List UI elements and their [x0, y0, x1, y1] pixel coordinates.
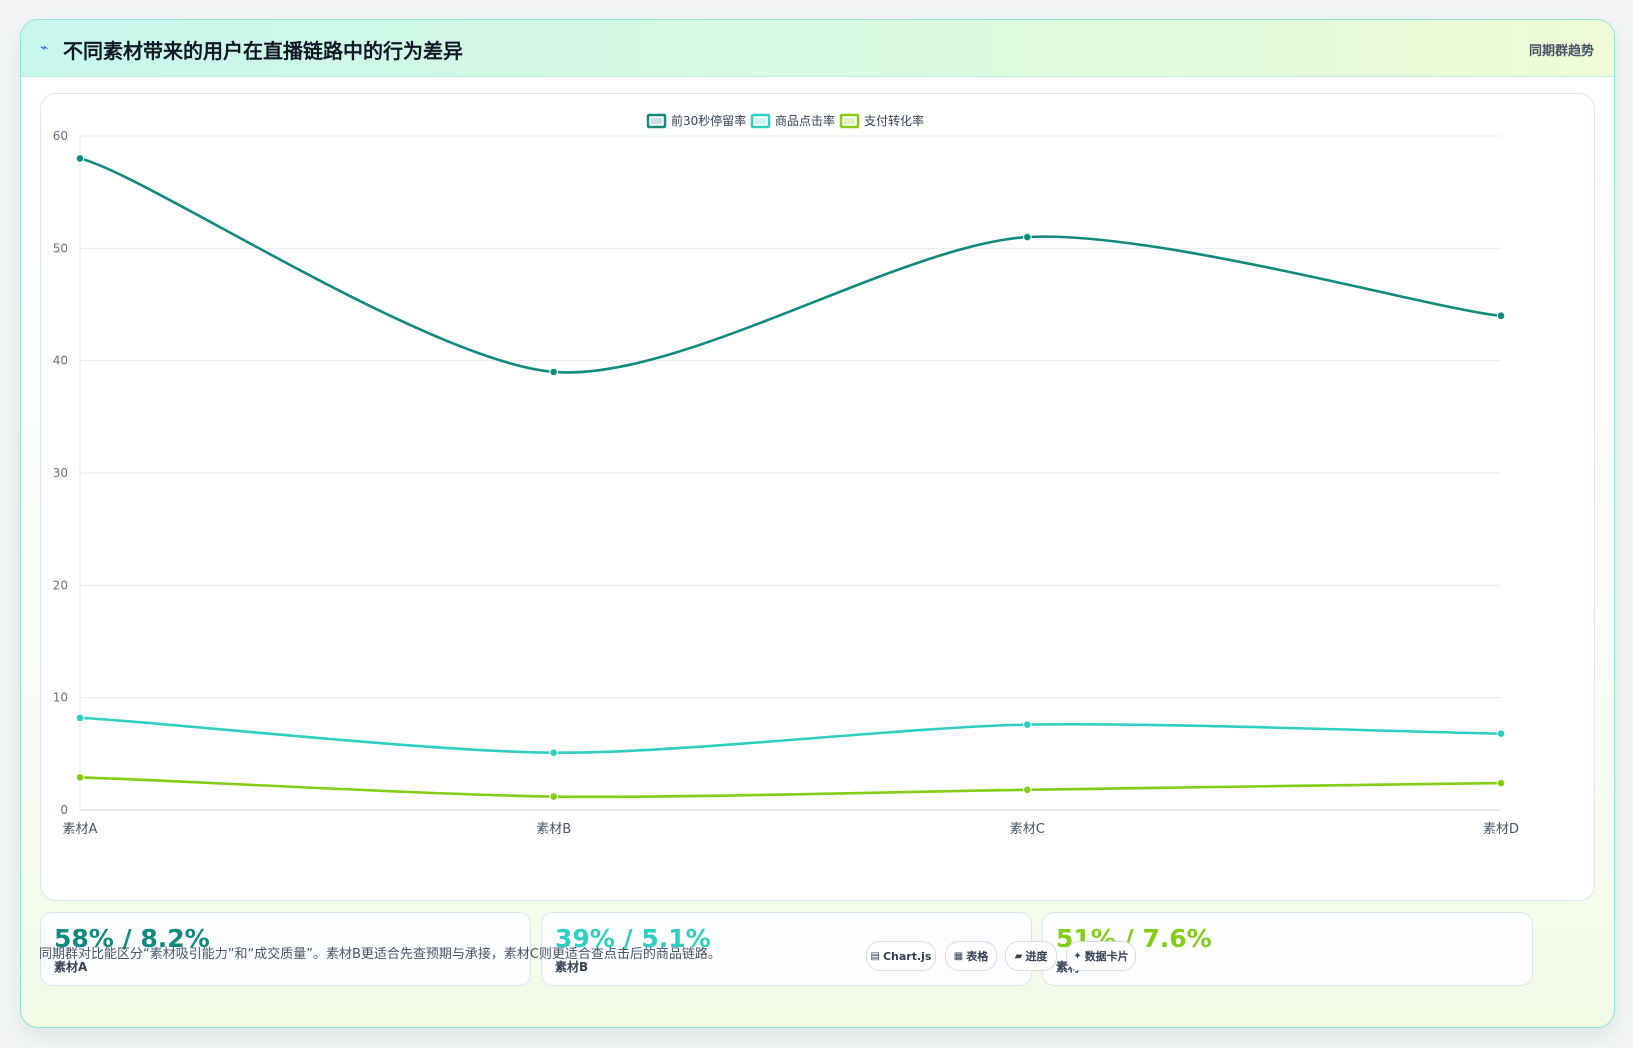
data-point: [1496, 729, 1506, 738]
pill-label: 表格: [966, 950, 989, 963]
series-line-0: [79, 157, 1502, 374]
sparkle-icon: ✦: [1073, 950, 1082, 962]
x-tick-label: 素材B: [536, 822, 571, 837]
y-tick-label: 40: [53, 354, 68, 368]
progress-pill[interactable]: ▰ 进度: [1005, 941, 1057, 971]
line-chart: 0 10 20 30 40 50 60 素材A 素材B 素材C 素材D 前30秒停留率 商品点击率 支付转…: [53, 113, 1519, 837]
table-pill[interactable]: ▦ 表格: [945, 941, 997, 971]
footer-note: 同期群对比能区分“素材吸引能力”和“成交质量”。素材B更适合先查预期与承接，素材…: [39, 947, 721, 962]
stat-value: 39% / 5.1%: [555, 924, 711, 953]
data-point: [1023, 785, 1032, 795]
x-tick-label: 素材D: [1483, 822, 1519, 837]
data-card-pill[interactable]: ✦ 数据卡片: [1066, 941, 1136, 971]
stat-value: 58% / 8.2%: [54, 924, 210, 953]
x-tick-label: 素材C: [1010, 822, 1045, 837]
series-line-2: [79, 776, 1502, 799]
data-point: [1496, 311, 1506, 321]
data-point: [549, 792, 558, 801]
stat-label: 素材A: [54, 960, 88, 974]
chart-icon: ▤: [870, 950, 880, 962]
table-icon: ▦: [953, 950, 964, 962]
legend-label: 前30秒停留率: [671, 113, 746, 128]
legend-swatch-fill: [844, 118, 855, 124]
legend-item: 前30秒停留率: [646, 113, 746, 129]
series-line-1: [79, 716, 1502, 755]
stat-card-a: 58% / 8.2% 素材A: [40, 912, 531, 986]
y-tick-label: 20: [53, 578, 68, 592]
y-tick-label: 10: [53, 691, 68, 705]
data-point: [75, 713, 85, 723]
header-subtitle: 同期群趋势: [1528, 44, 1594, 59]
pill-label: 进度: [1025, 950, 1048, 963]
legend-label: 商品点击率: [775, 113, 835, 128]
pill-label: Chart.js: [882, 949, 932, 963]
legend-swatch-fill: [755, 118, 766, 124]
legend-item: 支付转化率: [839, 113, 924, 129]
y-tick-label: 50: [53, 241, 68, 255]
data-point: [75, 154, 85, 163]
y-tick-label: 30: [53, 466, 68, 480]
progress-icon: ▰: [1014, 950, 1023, 962]
data-point: [1023, 720, 1032, 729]
data-point: [1496, 778, 1506, 788]
y-tick-label: 0: [60, 803, 68, 817]
legend-swatch: [750, 113, 771, 129]
y-tick-label: 60: [53, 129, 68, 143]
legend-item: 商品点击率: [750, 113, 835, 129]
data-point: [75, 773, 85, 782]
stat-label: 素材B: [555, 960, 589, 974]
chart-panel: 0 10 20 30 40 50 60 素材A 素材B 素材C 素材D 前30秒停留率 商品点击率 支付转…: [40, 93, 1595, 901]
data-point: [549, 748, 558, 758]
data-point: [1023, 232, 1032, 242]
card-header: ⌁ 不同素材带来的用户在直播链路中的行为差异 同期群趋势: [21, 20, 1614, 77]
legend-swatch: [839, 113, 860, 129]
data-point: [549, 367, 558, 377]
legend-swatch: [646, 113, 667, 129]
lightning-icon: ⌁: [40, 40, 49, 56]
page-title: 不同素材带来的用户在直播链路中的行为差异: [63, 39, 463, 63]
x-tick-label: 素材A: [63, 822, 98, 837]
legend-swatch-fill: [651, 118, 662, 124]
chartjs-pill[interactable]: ▤ Chart.js: [866, 941, 936, 971]
legend-label: 支付转化率: [864, 113, 924, 128]
chart-card: ⌁ 不同素材带来的用户在直播链路中的行为差异 同期群趋势 0 10 20 30 40 50…: [20, 19, 1615, 1028]
pill-label: 数据卡片: [1084, 950, 1129, 963]
